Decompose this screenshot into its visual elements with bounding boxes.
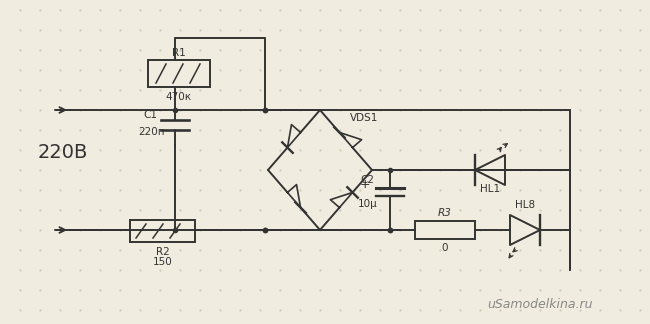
Text: HL8: HL8 <box>515 200 535 210</box>
Text: 10μ: 10μ <box>358 199 378 209</box>
Polygon shape <box>510 215 540 245</box>
FancyBboxPatch shape <box>130 220 195 242</box>
Text: 470к: 470к <box>166 92 192 102</box>
Text: R2: R2 <box>155 247 170 257</box>
FancyBboxPatch shape <box>415 221 475 239</box>
Text: C2: C2 <box>360 175 374 185</box>
Text: HL1: HL1 <box>480 184 500 194</box>
Text: 220B: 220B <box>38 143 88 161</box>
Text: R1: R1 <box>172 48 186 58</box>
Text: R3: R3 <box>438 208 452 218</box>
Text: 220п: 220п <box>138 127 165 137</box>
FancyBboxPatch shape <box>148 60 210 87</box>
Text: 150: 150 <box>153 257 172 267</box>
Text: VDS1: VDS1 <box>350 113 378 123</box>
Text: 0: 0 <box>442 243 448 253</box>
Text: C1: C1 <box>143 110 157 120</box>
Polygon shape <box>475 155 505 185</box>
Text: uSamodelkina.ru: uSamodelkina.ru <box>488 298 593 311</box>
Text: +: + <box>359 178 370 191</box>
